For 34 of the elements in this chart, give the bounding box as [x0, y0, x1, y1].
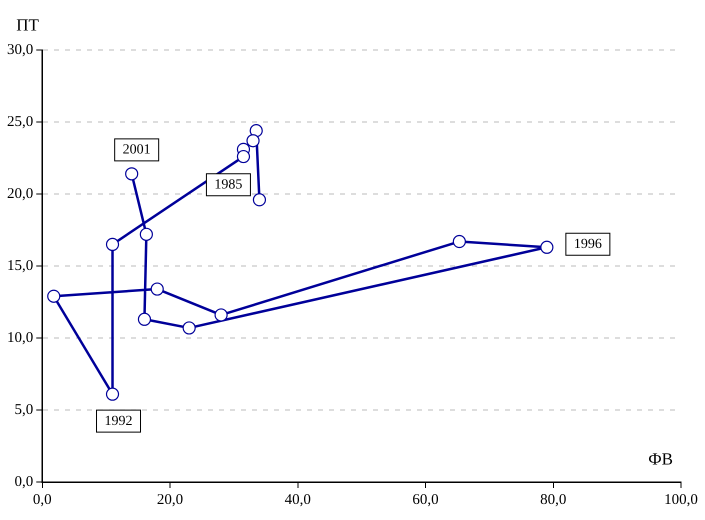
- annotation: 1992: [104, 414, 133, 429]
- y-tick-label: 10,0: [7, 330, 34, 346]
- point: [246, 134, 260, 148]
- y-tick-label: 30,0: [7, 42, 34, 58]
- y-tick-label: 0,0: [14, 474, 34, 490]
- point: [540, 240, 554, 254]
- x-tick-label: 40,0: [284, 492, 311, 508]
- point: [106, 388, 120, 401]
- x-axis-title: ФВ: [648, 449, 673, 468]
- x-tick-label: 60,0: [412, 492, 439, 508]
- point: [138, 312, 152, 326]
- x-tick-label: 80,0: [540, 492, 566, 508]
- point: [452, 234, 466, 248]
- y-tick-label: 15,0: [7, 258, 34, 274]
- point: [140, 228, 153, 241]
- y-tick-label: 25,0: [7, 114, 34, 130]
- point: [150, 282, 164, 296]
- point: [250, 124, 263, 138]
- point: [214, 308, 228, 322]
- annotation: 1985: [214, 177, 242, 192]
- point: [47, 290, 60, 303]
- x-tick-label: 20,0: [156, 492, 184, 508]
- y-tick-label: 20,0: [7, 186, 34, 202]
- point: [182, 321, 196, 335]
- x-tick-label: 100,0: [664, 492, 698, 508]
- point: [252, 193, 266, 206]
- point: [106, 238, 120, 251]
- point: [236, 150, 250, 164]
- y-tick-label: 5,0: [14, 402, 34, 418]
- y-axis-title: ПТ: [16, 15, 40, 34]
- annotation: 2001: [122, 142, 151, 158]
- point: [125, 167, 138, 180]
- annotation: 1996: [574, 236, 602, 252]
- x-tick-label: 0,0: [32, 492, 52, 508]
